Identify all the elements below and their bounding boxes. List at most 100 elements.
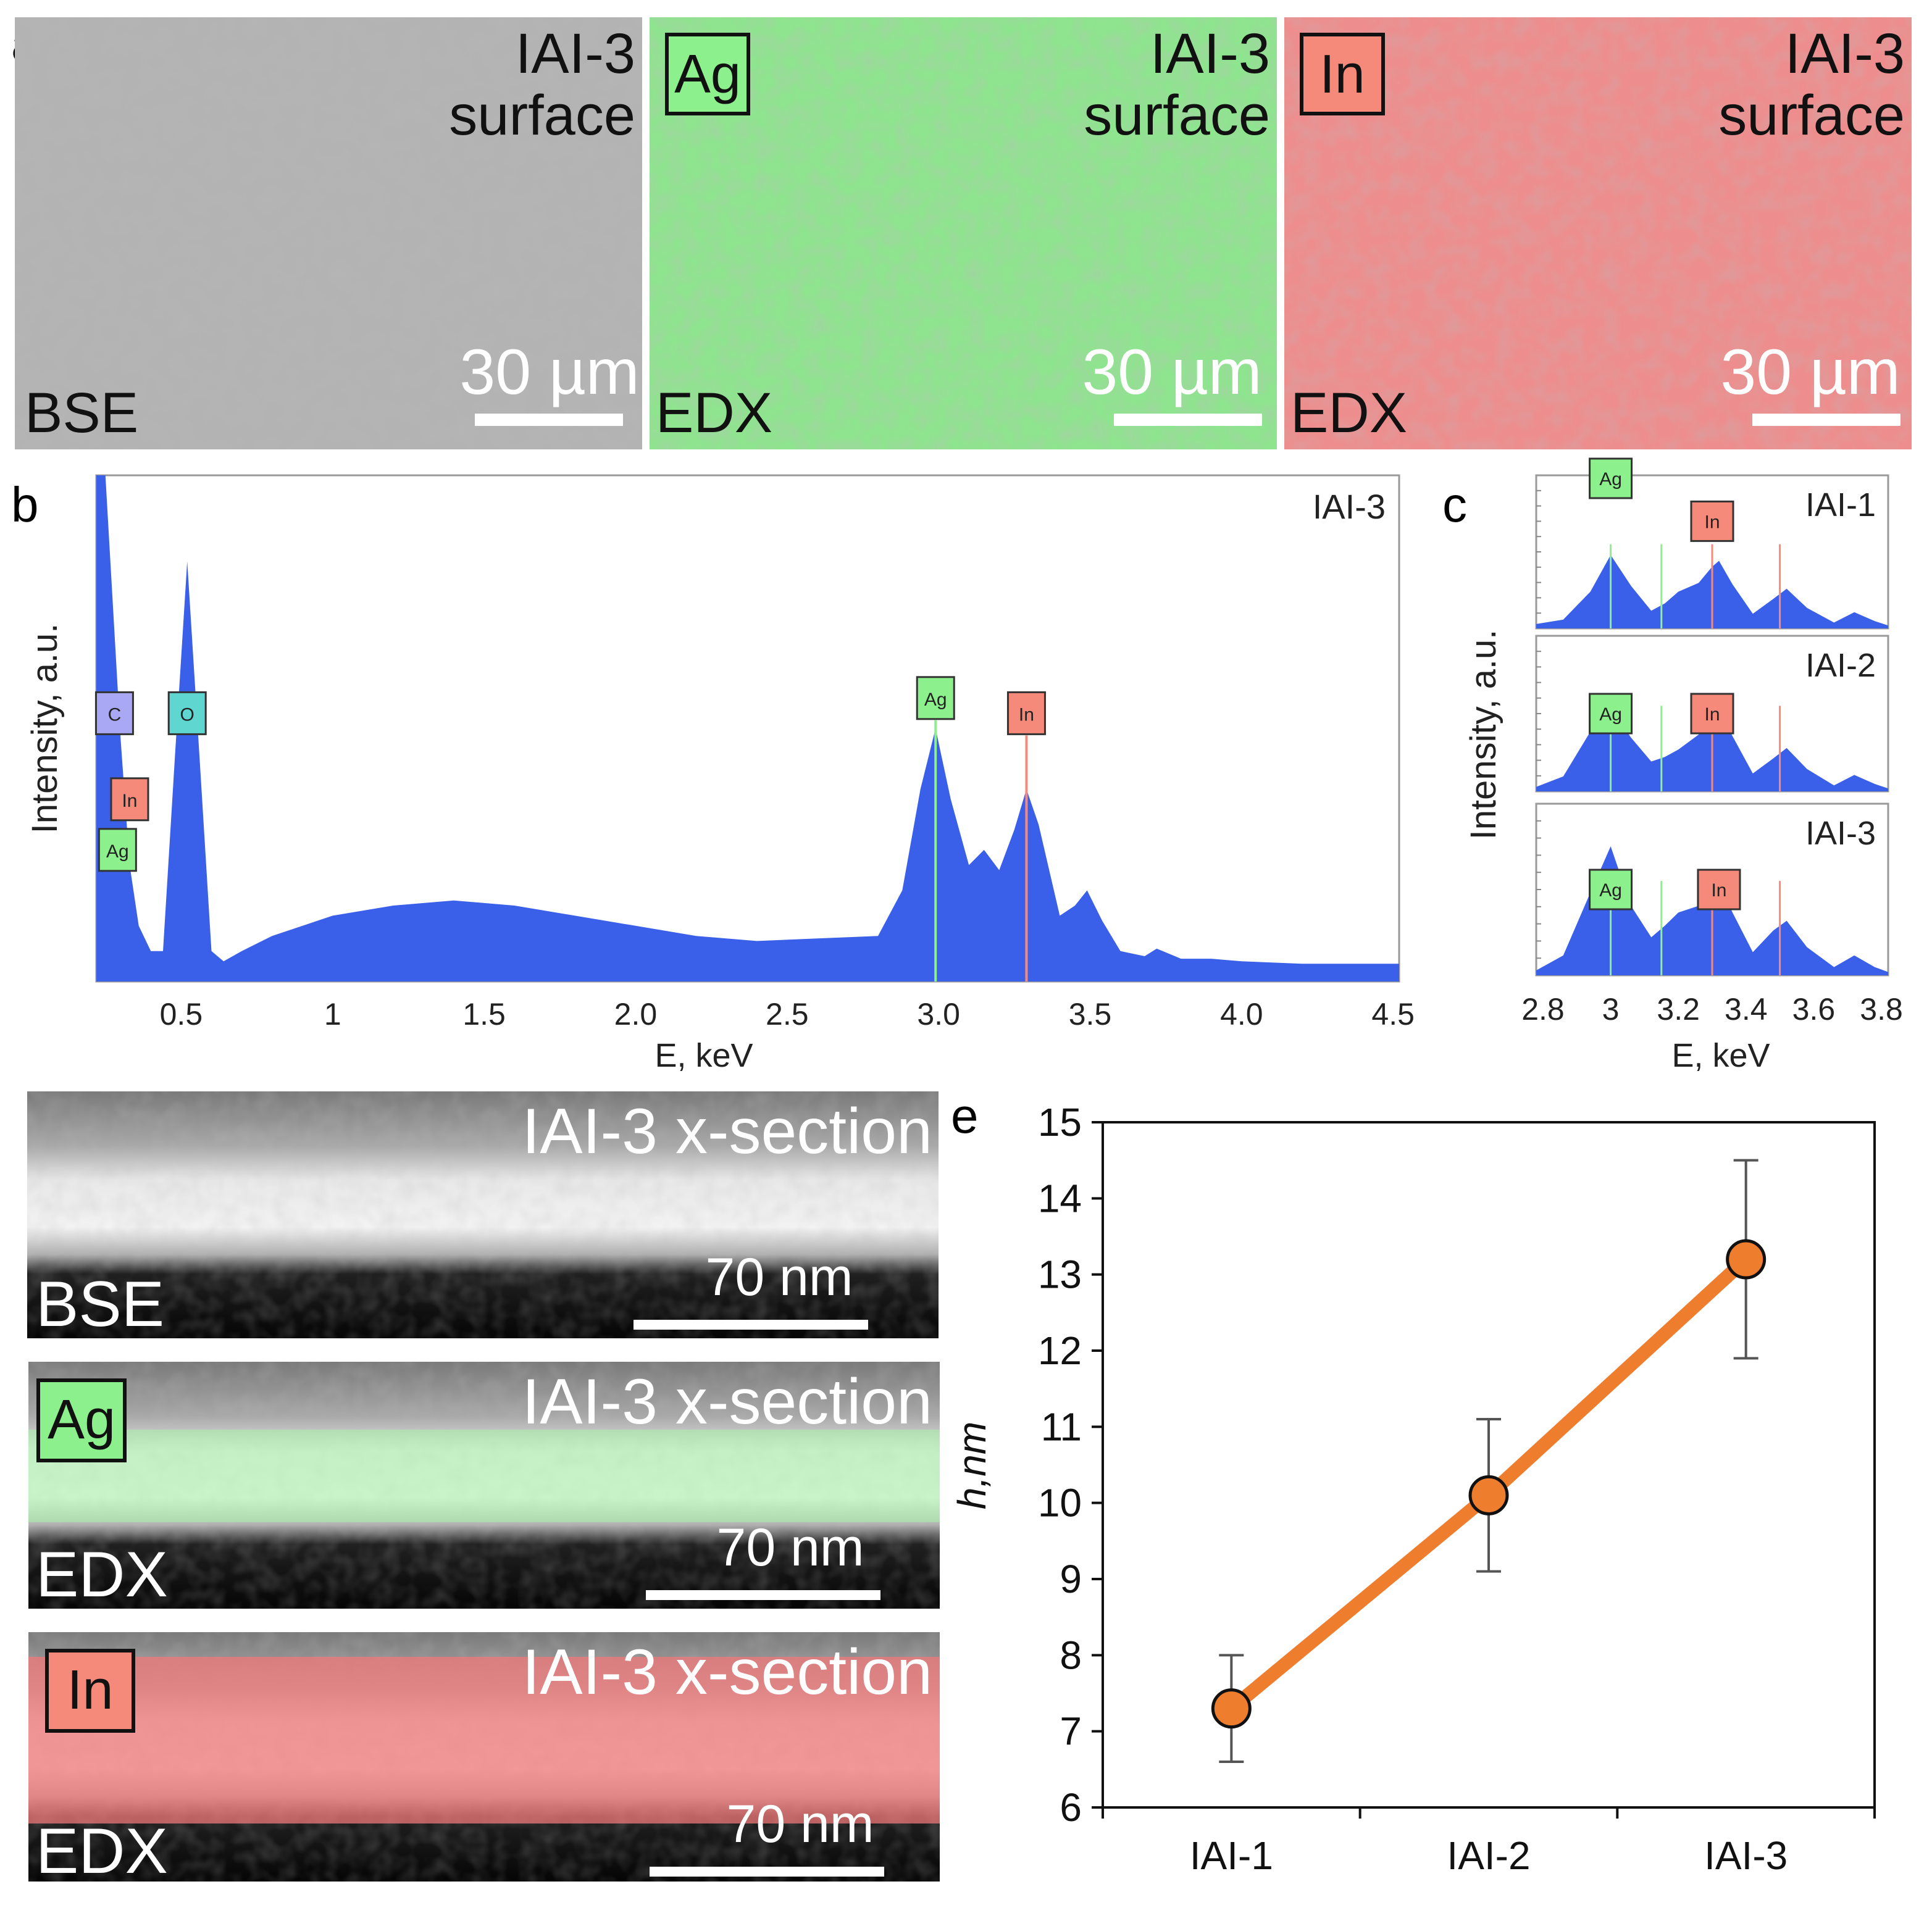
x-tick-label: 1.5 xyxy=(462,997,506,1032)
mode-label: EDX xyxy=(656,381,772,444)
peak-label-box xyxy=(1589,457,1633,499)
mode-label: BSE xyxy=(25,381,138,444)
y-tick-label: 8 xyxy=(1060,1633,1082,1677)
location-label: surface xyxy=(449,84,635,147)
y-tick-label: 11 xyxy=(1041,1404,1082,1449)
sample-label: IAI-3 xyxy=(1785,22,1905,85)
x-tick-label: 3.2 xyxy=(1657,992,1700,1027)
y-axis-label: h,nm xyxy=(950,1422,994,1509)
y-tick-label: 10 xyxy=(1038,1481,1082,1525)
peak-label-text: In xyxy=(1704,704,1720,725)
data-points xyxy=(1211,1239,1767,1729)
element-badge xyxy=(1300,33,1385,115)
panel-d-tile: Ag IAI-3 x-section EDX 70 nm xyxy=(28,1362,940,1611)
x-tick-labels: 2.8 3 3.2 3.4 3.6 3.8 xyxy=(1521,992,1903,1027)
peak-label-text: In xyxy=(1704,512,1720,532)
element-badge-label: In xyxy=(67,1659,113,1721)
peak-label-box xyxy=(1690,693,1734,735)
scale-bar xyxy=(1752,414,1901,426)
peak-label-box xyxy=(98,828,137,872)
peak-label-text: C xyxy=(108,704,122,725)
series-name: IAI-1 xyxy=(1805,486,1876,523)
plot-frame xyxy=(1102,1121,1876,1809)
y-tick-label: 15 xyxy=(1038,1100,1082,1144)
peak-label-text: Ag xyxy=(924,690,947,710)
peak-label-text: Ag xyxy=(1599,704,1622,725)
x-tick-label: 1 xyxy=(324,997,341,1032)
spectrum-subplot: Ag In IAI-2 xyxy=(1535,635,1889,793)
x-tick-label: 3 xyxy=(1602,992,1620,1027)
peak-label-text: In xyxy=(122,791,137,811)
section-title: IAI-3 x-section xyxy=(522,1366,932,1438)
scale-bar-label: 70 nm xyxy=(726,1794,874,1854)
panel-a-tile: Ag IAI-3 surface EDX 30 µm xyxy=(650,17,1277,449)
y-tick-label: 14 xyxy=(1038,1176,1082,1220)
series-name: IAI-3 xyxy=(1805,815,1876,852)
location-label: surface xyxy=(1718,84,1905,147)
spectrum-subplot: Ag In IAI-1 xyxy=(1535,457,1889,630)
scale-bar xyxy=(1114,414,1262,426)
peak-label-box xyxy=(1589,869,1633,911)
panel-b-chart: C O In Ag Ag In 0.5 1 1.5 2.0 2.5 3.0 3.5 4.0 4.5 IAI… xyxy=(25,474,1415,1074)
x-tick-label: 4.5 xyxy=(1371,997,1415,1032)
scale-bar-label: 30 µm xyxy=(1082,336,1261,408)
element-badge xyxy=(45,1649,135,1733)
scale-bar-label: 70 nm xyxy=(705,1248,853,1307)
location-label: surface xyxy=(1084,84,1270,147)
y-ticks: 6 7 8 9 10 11 12 13 14 15 xyxy=(1038,1100,1103,1830)
peak-label-text: Ag xyxy=(1599,880,1622,901)
element-badge-label: Ag xyxy=(48,1389,115,1451)
sample-label: IAI-3 xyxy=(1150,22,1270,85)
element-overlay xyxy=(28,1430,940,1522)
x-tick-labels: 0.5 1 1.5 2.0 2.5 3.0 3.5 4.0 4.5 xyxy=(160,997,1415,1032)
scale-bar xyxy=(475,414,623,426)
y-tick-label: 6 xyxy=(1060,1785,1082,1830)
x-tick-label: 4.0 xyxy=(1220,997,1263,1032)
series-name: IAI-2 xyxy=(1805,647,1876,684)
element-lines xyxy=(934,720,1028,982)
x-tick-label: IAI-2 xyxy=(1447,1833,1530,1878)
panel-a-tile: IAI-3 surface BSE 30 µm xyxy=(15,17,642,449)
panel-letter-c: c xyxy=(1442,477,1467,532)
peak-label-text: In xyxy=(1019,704,1034,725)
data-point xyxy=(1726,1239,1767,1280)
x-axis-label: E, keV xyxy=(1671,1037,1770,1074)
x-axis-label: E, keV xyxy=(654,1037,753,1074)
scale-bar xyxy=(646,1590,880,1600)
peak-label: Ag xyxy=(98,828,137,872)
peak-label-text: Ag xyxy=(106,841,129,862)
chart-title: IAI-3 xyxy=(1313,487,1386,526)
x-tick-label: 3.0 xyxy=(917,997,960,1032)
element-badge xyxy=(36,1378,127,1462)
x-tick-label: 3.5 xyxy=(1069,997,1112,1032)
micrograph-texture xyxy=(1284,17,1912,449)
peak-label-box xyxy=(1697,869,1741,911)
element-badge-label: In xyxy=(1319,43,1365,104)
y-axis-label: Intensity, a.u. xyxy=(1463,630,1503,840)
x-tick-label: IAI-1 xyxy=(1190,1833,1273,1878)
peak-label: In xyxy=(1006,691,1046,735)
element-badge-label: Ag xyxy=(674,43,741,104)
scale-bar-label: 70 nm xyxy=(716,1518,864,1577)
scale-bar-label: 30 µm xyxy=(1720,336,1900,408)
peak-label: In xyxy=(110,777,149,822)
panel-e-chart: 6 7 8 9 10 11 12 13 14 15 IAI-1 IAI-2 IAI-3 h,nm xyxy=(950,1100,1876,1878)
element-badge xyxy=(665,33,750,115)
spectra-stack: Ag In IAI-1 Ag In IAI-2 Ag In IAI-3 xyxy=(1535,457,1889,977)
peak-label-text: O xyxy=(180,704,194,725)
x-tick-label: 0.5 xyxy=(160,997,203,1032)
x-tick-label: 3.4 xyxy=(1725,992,1768,1027)
peak-label-box xyxy=(1690,500,1734,542)
panel-a-tile: In IAI-3 surface EDX 30 µm xyxy=(1284,17,1912,449)
data-point xyxy=(1468,1475,1509,1515)
mode-label: EDX xyxy=(36,1539,168,1611)
element-overlay xyxy=(28,1657,940,1823)
panel-c-chart: Ag In IAI-1 Ag In IAI-2 Ag In IAI-3 2.8 3 3.2 3.4 3.… xyxy=(1463,457,1903,1074)
x-tick-label: 3.6 xyxy=(1792,992,1836,1027)
error-bars xyxy=(1219,1159,1758,1763)
panel-letter-e: e xyxy=(951,1088,979,1143)
peak-labels: C O In Ag Ag In xyxy=(94,676,1046,872)
scale-bar xyxy=(650,1867,884,1877)
x-tick-label: IAI-3 xyxy=(1704,1833,1788,1878)
